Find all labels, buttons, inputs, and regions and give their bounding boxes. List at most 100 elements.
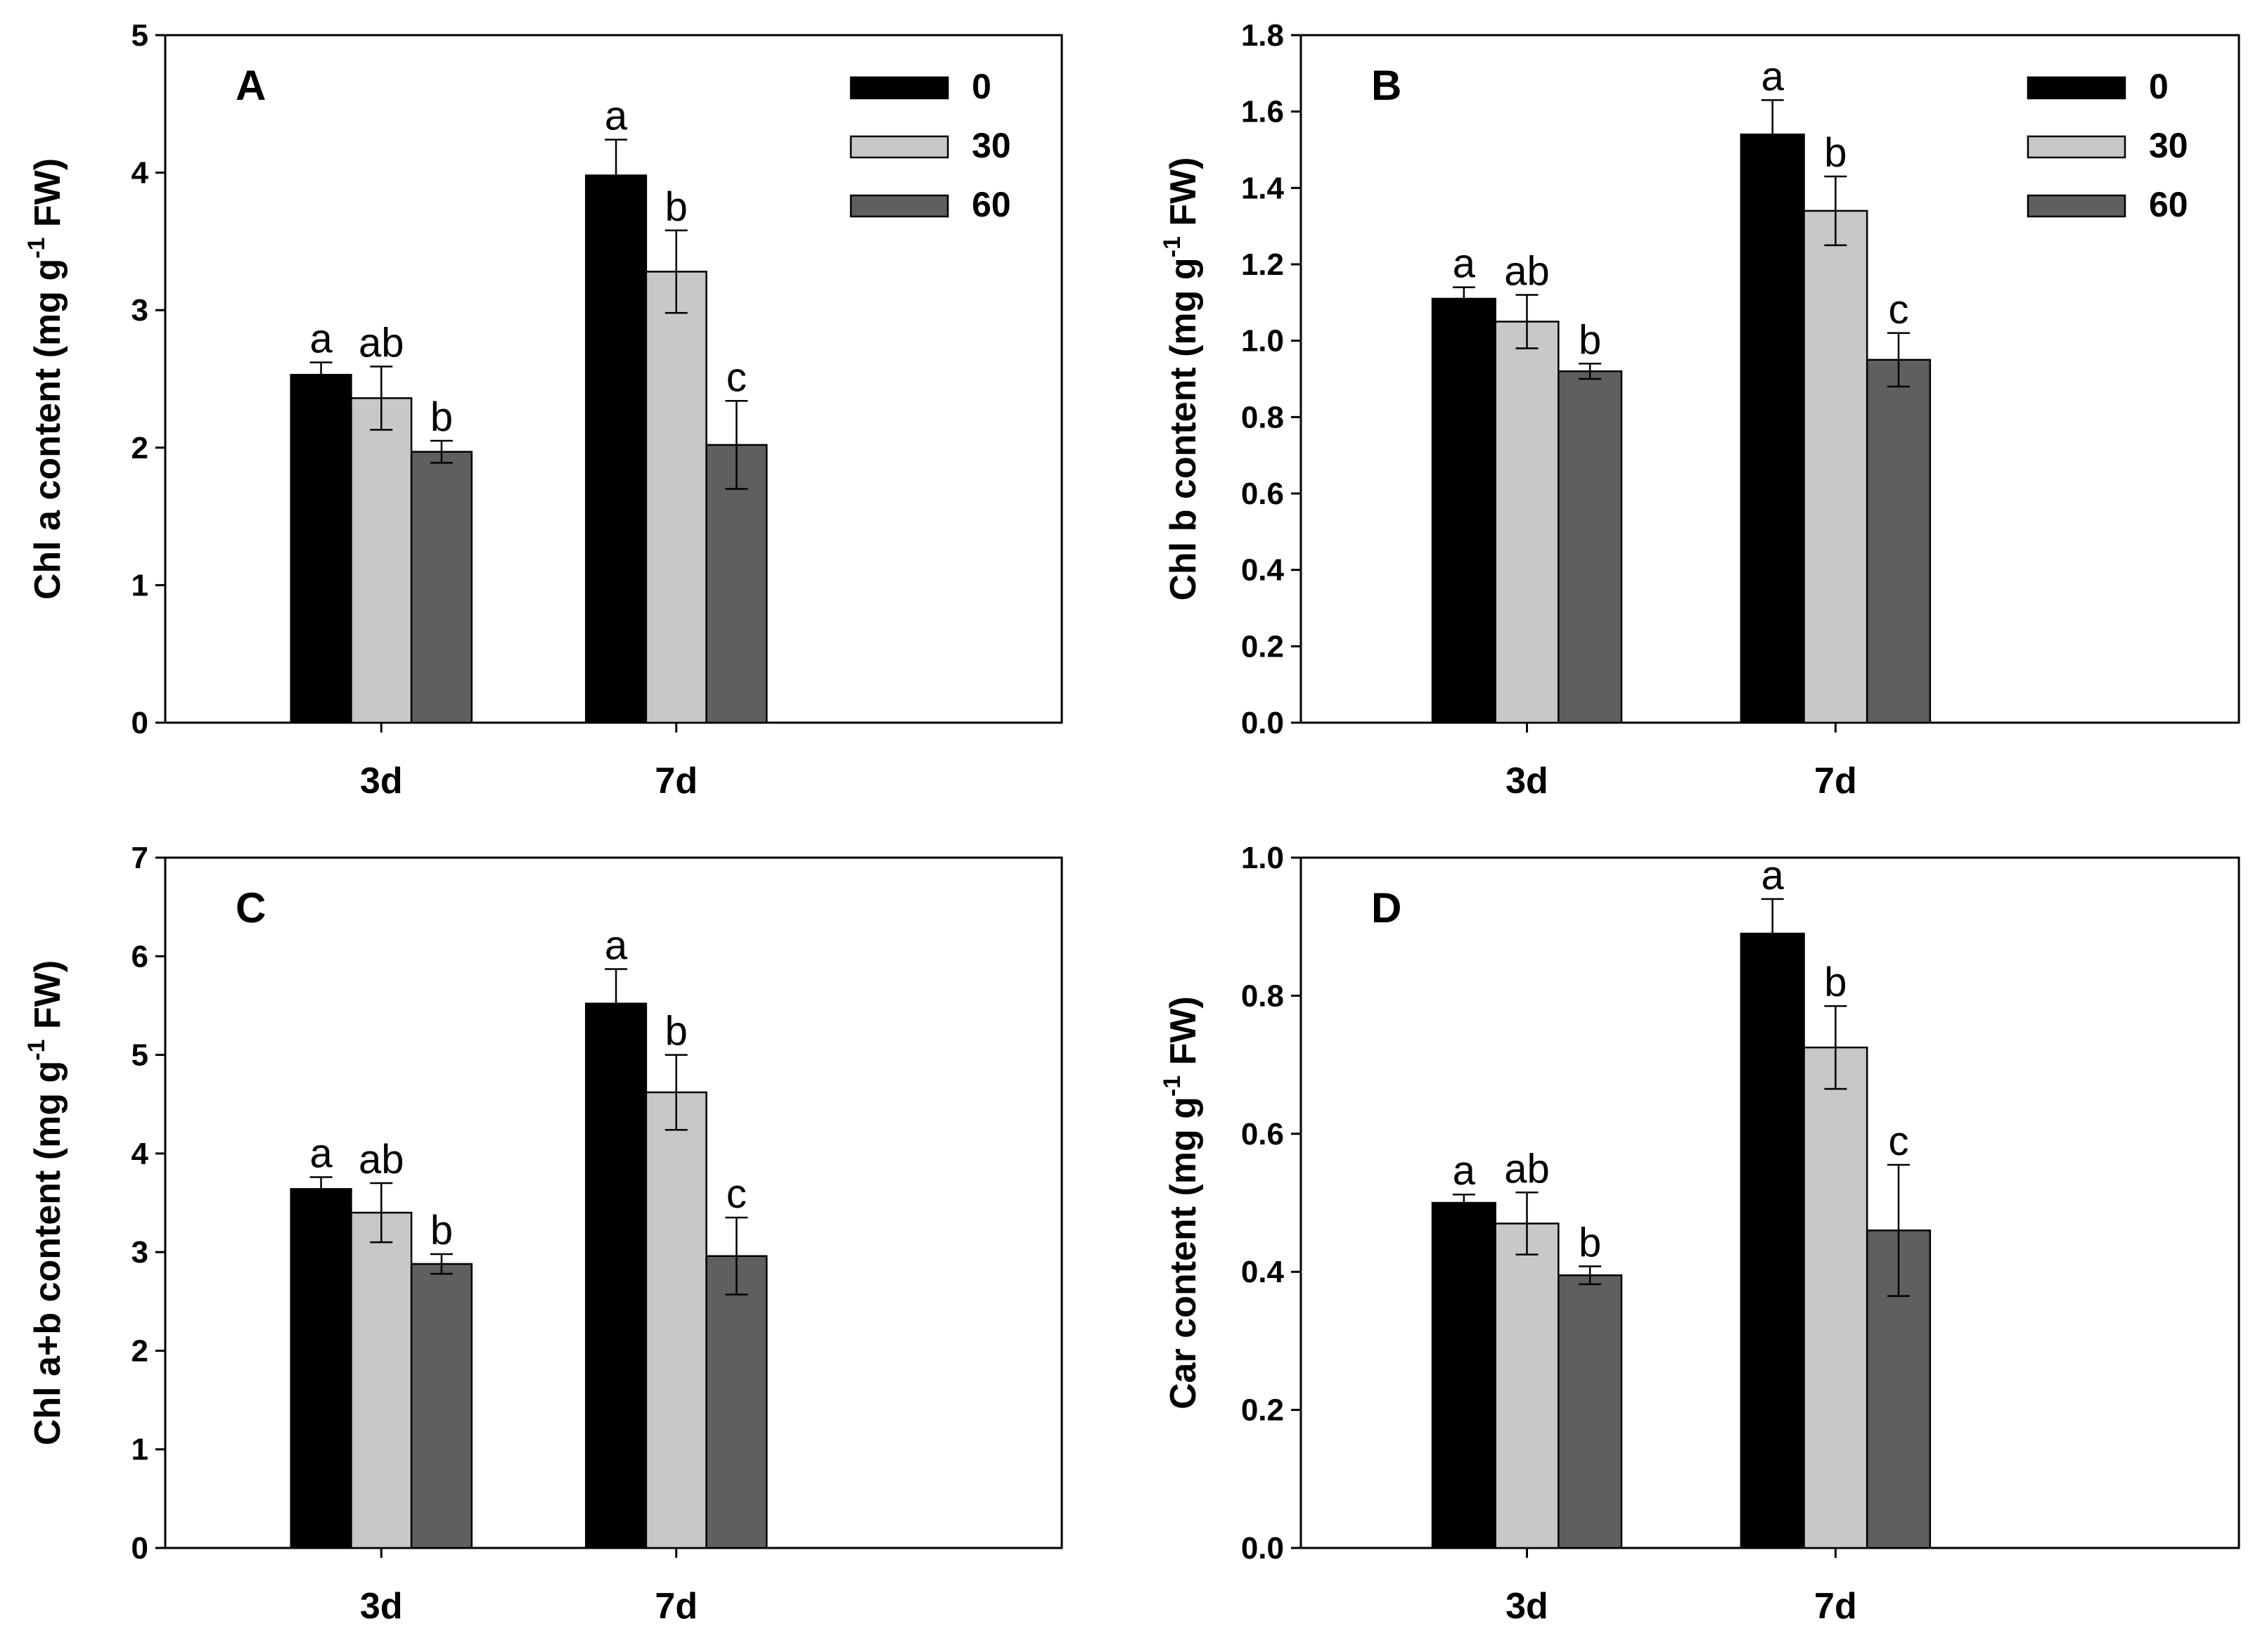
- legend: 0 30 60: [2027, 67, 2188, 224]
- significance-label: b: [430, 1208, 453, 1253]
- x-tick-label-3d: 3d: [1505, 761, 1548, 801]
- significance-label: a: [1761, 853, 1785, 898]
- y-tick-label: 0.4: [1241, 1255, 1285, 1289]
- legend-label-60: 60: [972, 185, 1011, 224]
- legend-swatch-60: [2027, 194, 2126, 218]
- x-tick-label-7d: 7d: [1814, 761, 1857, 801]
- x-tick-label-3d: 3d: [1505, 1586, 1548, 1627]
- bar-D-7d-0: [1740, 932, 1805, 1549]
- y-tick-label: 1: [131, 1433, 148, 1467]
- y-tick-label: 7: [131, 841, 148, 875]
- bar-A-3d-30: [350, 397, 413, 724]
- y-tick-label: 0: [131, 706, 148, 740]
- legend-label-30: 30: [972, 126, 1011, 165]
- legend: 0 30 60: [849, 67, 1011, 224]
- y-title-part: Car content (mg g: [1163, 1097, 1204, 1409]
- y-title-superscript: -1: [23, 1039, 50, 1060]
- bar-C-3d-30: [350, 1211, 413, 1549]
- bar-A-7d-30: [645, 271, 707, 724]
- y-tick-label: 6: [131, 939, 148, 974]
- bar-A-3d-60: [410, 451, 473, 724]
- bar-B-3d-60: [1558, 370, 1623, 724]
- bar-D-7d-30: [1803, 1046, 1868, 1549]
- y-tick-label: 0.0: [1241, 1531, 1284, 1566]
- y-tick-label: 3: [131, 1235, 148, 1270]
- y-tick-label: 1: [131, 568, 148, 602]
- y-title-part: Chl b content (mg g: [1163, 257, 1204, 600]
- significance-label: b: [665, 184, 688, 230]
- panel-label: A: [236, 62, 266, 109]
- legend-swatch-0: [849, 76, 949, 100]
- y-tick-label: 4: [131, 156, 149, 191]
- y-title-part: Chl a content (mg g: [27, 259, 68, 600]
- y-title-part: FW): [1163, 996, 1204, 1076]
- bar-A-7d-60: [705, 444, 768, 724]
- legend-label-0: 0: [972, 67, 991, 106]
- y-tick-label: 2: [131, 1334, 148, 1368]
- bar-D-3d-0: [1431, 1201, 1496, 1549]
- significance-label: ab: [1504, 248, 1550, 294]
- y-tick-label: 0.8: [1241, 400, 1284, 434]
- y-tick-label: 0.6: [1241, 477, 1284, 511]
- bar-B-7d-60: [1866, 359, 1932, 724]
- significance-label: a: [1453, 241, 1476, 287]
- y-tick-label: 0.2: [1241, 1393, 1284, 1428]
- y-tick-label: 5: [131, 1038, 148, 1073]
- y-axis-title: Car content (mg g-1 FW): [1159, 996, 1204, 1409]
- bar-B-3d-0: [1431, 297, 1496, 724]
- significance-label: b: [665, 1009, 688, 1054]
- x-tick-label-7d: 7d: [655, 1586, 698, 1627]
- y-tick-label: 0.4: [1241, 553, 1285, 588]
- significance-label: a: [309, 1131, 333, 1177]
- y-tick-label: 1.8: [1241, 18, 1284, 53]
- significance-label: ab: [359, 1137, 404, 1182]
- y-title-part: FW): [27, 960, 68, 1040]
- significance-label: b: [1824, 130, 1847, 176]
- y-tick-label: 0.2: [1241, 629, 1284, 664]
- y-axis-title: Chl b content (mg g-1 FW): [1159, 157, 1204, 600]
- bar-C-7d-60: [705, 1255, 768, 1549]
- significance-label: ab: [359, 320, 404, 366]
- y-title-part: Chl a+b content (mg g: [27, 1061, 68, 1445]
- bar-B-3d-30: [1494, 321, 1560, 724]
- y-title-superscript: -1: [1159, 236, 1186, 257]
- panel-label: D: [1371, 884, 1401, 931]
- y-axis-title: Chl a content (mg g-1 FW): [23, 158, 68, 600]
- y-tick-label: 1.2: [1241, 247, 1284, 282]
- significance-label: c: [1889, 287, 1909, 333]
- legend-label-0: 0: [2149, 67, 2169, 106]
- panel-B: 0.0 0.2 0.4 0.6 0.8 1.0 1.2 1.4 1.6 1.8 Chl b cont…: [1159, 18, 2240, 801]
- x-tick-label-7d: 7d: [655, 761, 698, 801]
- legend-label-60: 60: [2149, 185, 2188, 224]
- significance-label: a: [605, 923, 628, 969]
- bar-B-7d-30: [1803, 209, 1868, 724]
- significance-label: a: [309, 316, 333, 362]
- y-tick-label: 5: [131, 18, 148, 53]
- bar-D-3d-30: [1494, 1222, 1560, 1549]
- bar-C-7d-30: [645, 1091, 707, 1549]
- significance-label: b: [1824, 960, 1847, 1005]
- y-tick-label: 1.0: [1241, 841, 1284, 875]
- x-tick-label-3d: 3d: [360, 1586, 403, 1627]
- y-axis-title: Chl a+b content (mg g-1 FW): [23, 960, 68, 1445]
- significance-label: c: [1889, 1118, 1909, 1164]
- y-tick-label: 0.0: [1241, 706, 1284, 740]
- significance-label: c: [726, 1171, 747, 1217]
- y-tick-label: 3: [131, 293, 148, 328]
- bar-C-3d-0: [290, 1188, 352, 1549]
- legend-swatch-60: [849, 194, 949, 218]
- y-tick-label: 0: [131, 1531, 148, 1566]
- bar-A-3d-0: [290, 373, 352, 724]
- significance-label: a: [1761, 53, 1785, 99]
- bar-C-3d-60: [410, 1263, 473, 1549]
- bar-C-7d-0: [584, 1002, 648, 1549]
- significance-label: c: [726, 354, 747, 400]
- x-tick-label-3d: 3d: [360, 761, 403, 801]
- bar-B-7d-0: [1740, 134, 1805, 724]
- legend-label-30: 30: [2149, 126, 2188, 165]
- legend-swatch-0: [2027, 76, 2126, 100]
- y-title-part: FW): [27, 158, 68, 238]
- significance-label: a: [605, 93, 628, 139]
- panel-label: C: [236, 884, 266, 931]
